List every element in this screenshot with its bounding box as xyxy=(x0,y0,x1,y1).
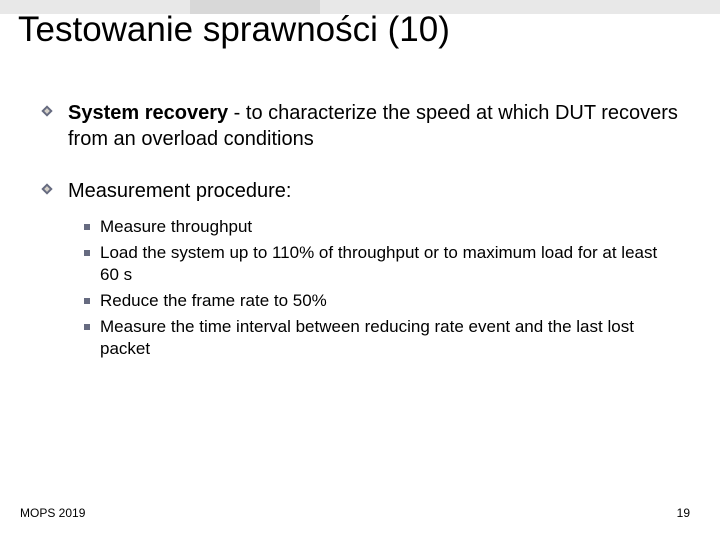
bullet-item-2-text: Measurement procedure: xyxy=(68,180,291,202)
square-bullet-icon xyxy=(84,224,90,230)
sub-item-2-text: Load the system up to 110% of throughput… xyxy=(100,243,657,284)
slide-title: Testowanie sprawności (10) xyxy=(18,10,450,50)
bullet-item-1: System recovery - to characterize the sp… xyxy=(40,100,680,152)
footer-page-number: 19 xyxy=(677,506,690,520)
sub-item-4-text: Measure the time interval between reduci… xyxy=(100,317,634,358)
slide-body: System recovery - to characterize the sp… xyxy=(40,100,680,365)
diamond-bullet-icon xyxy=(40,104,54,118)
sub-item-3: Reduce the frame rate to 50% xyxy=(40,290,680,312)
square-bullet-icon xyxy=(84,250,90,256)
square-bullet-icon xyxy=(84,298,90,304)
sub-item-3-text: Reduce the frame rate to 50% xyxy=(100,291,327,310)
footer-left: MOPS 2019 xyxy=(20,506,85,520)
sub-item-2: Load the system up to 110% of throughput… xyxy=(40,242,680,286)
diamond-bullet-icon xyxy=(40,182,54,196)
sub-item-4: Measure the time interval between reduci… xyxy=(40,316,680,360)
sub-item-1: Measure throughput xyxy=(40,216,680,238)
square-bullet-icon xyxy=(84,324,90,330)
sub-item-1-text: Measure throughput xyxy=(100,217,252,236)
bullet-item-2: Measurement procedure: xyxy=(40,178,680,204)
bullet-item-1-bold: System recovery xyxy=(68,102,228,124)
